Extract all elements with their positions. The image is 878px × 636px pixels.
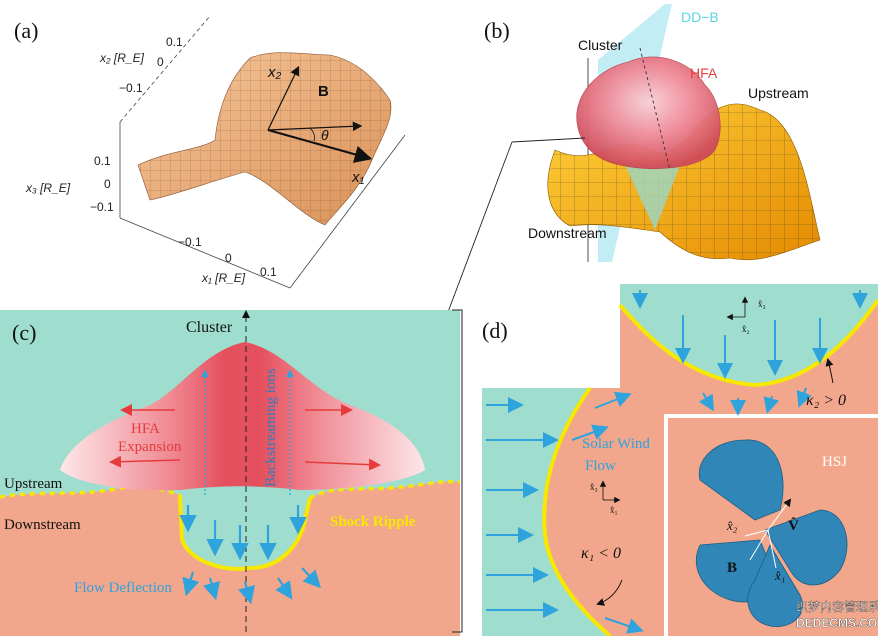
d-top-arrow-10 — [796, 387, 812, 408]
subpanel-left-shock — [542, 386, 612, 636]
d-top-arrow-7 — [698, 392, 715, 412]
vec-B-label: B — [318, 83, 329, 100]
hsj-label: HSJ — [822, 454, 847, 470]
panel-c: (c) Cluster HFA Expansion Backstreaming … — [0, 309, 463, 636]
axis-x2-label: x₂ [R_E] — [99, 51, 145, 65]
watermark-cn: 织梦内容管理系统 — [796, 599, 878, 614]
cone — [625, 165, 680, 230]
hsj-lobe-bottom — [747, 544, 803, 628]
axis-line-x1 — [119, 217, 291, 289]
panel-b-label: (b) — [484, 18, 510, 43]
kappa2-label: κ₂ > 0 — [806, 392, 846, 409]
flow-deflection-label: Flow Deflection — [74, 580, 172, 596]
hsj-B-label: B — [727, 560, 737, 576]
panel-b: (b) DD−B Cluster HFA Upstream Downstream — [447, 4, 821, 313]
hsj-vec-x1 — [767, 529, 777, 569]
vector-x2 — [267, 65, 300, 131]
downstream-label-b: Downstream — [528, 225, 607, 241]
flow-arrow-8 — [237, 581, 255, 605]
solar-wind-label: Solar Wind — [582, 436, 650, 452]
flow-label-d: Flow — [585, 458, 616, 474]
panel-a-label: (a) — [14, 18, 38, 43]
hfa-blob — [576, 56, 721, 169]
x2-tick-2: −0.1 — [119, 81, 143, 95]
red-arrow-4 — [304, 458, 381, 471]
shock-ripple-label: Shock Ripple — [330, 514, 416, 530]
surface-a-grid — [138, 52, 391, 225]
upstream-label-c: Upstream — [4, 476, 63, 492]
x1-tick-2: 0.1 — [260, 265, 277, 279]
red-arrow-2 — [109, 455, 181, 468]
x3-tick-0: 0.1 — [94, 154, 111, 168]
zoom-line-left — [447, 141, 513, 313]
x3-tick-2: −0.1 — [90, 200, 114, 214]
vector-x1 — [267, 128, 373, 163]
shock-front-c — [178, 494, 312, 571]
dd-b-label: DD−B — [681, 9, 719, 25]
shock-ripple-dotted — [0, 479, 461, 500]
axis-line-x2 — [119, 15, 211, 123]
flow-arrow-7 — [202, 577, 220, 601]
kappa1-label: κ₁ < 0 — [581, 545, 621, 562]
flow-arrow-9 — [275, 577, 293, 600]
expansion-label-c: Expansion — [118, 439, 182, 455]
cluster-path — [639, 47, 671, 171]
vector-B — [267, 121, 363, 132]
x2-tick-0: 0.1 — [166, 35, 183, 49]
kappa2-arrow — [825, 358, 834, 384]
panel-c-label: (c) — [12, 320, 36, 345]
vec-theta-label: θ — [321, 127, 329, 143]
flow-arrow-10 — [301, 567, 322, 589]
cluster-label-c: Cluster — [186, 319, 233, 336]
hfa-label-c: HFA — [131, 421, 160, 437]
axis-x3-label: x₃ [R_E] — [25, 181, 71, 195]
d-top-x3-label: x̂₃ — [758, 299, 766, 309]
panel-a: (a) x₂ B θ x₁ x₂ [R_E] 0.1 0 −0.1 x₃ [R_… — [14, 15, 406, 289]
panel-c-bracket — [452, 309, 463, 633]
vec-x1-label: x₁ — [351, 169, 365, 186]
hfa-shape-c — [60, 342, 425, 491]
hsj-vec-x2 — [744, 529, 769, 537]
subpanel-top-shock — [618, 298, 878, 388]
hsj-x2-label: x̂₂ — [726, 518, 738, 533]
panel-d-label: (d) — [482, 318, 508, 343]
upstream-label-b: Upstream — [748, 85, 809, 101]
hsj-lobe-top — [698, 439, 784, 521]
d-left-x3-label: x̂₃ — [590, 482, 598, 492]
hsj-vec-B — [749, 529, 769, 561]
flow-arrow-6 — [182, 571, 200, 597]
zoom-line-top — [511, 137, 586, 143]
x1-tick-1: 0 — [225, 251, 232, 265]
d-left-arrow-8 — [571, 424, 609, 441]
downstream-region-c — [0, 481, 460, 636]
vec-x2-label: x₂ — [267, 64, 282, 81]
kappa1-arrow — [596, 579, 623, 606]
watermark-en: DEDECMS.COM — [796, 616, 878, 630]
hsj-V-label: V̂ — [788, 517, 799, 534]
d-left-x1-label: x̂₁ — [610, 505, 618, 515]
axis-line-back — [289, 134, 406, 289]
d-left-arrow-9 — [604, 617, 644, 634]
hsj-x1-label: x̂₁ — [774, 568, 785, 583]
backstreaming-label: Backstreaming ions — [263, 368, 279, 487]
hsj-vec-V — [767, 498, 792, 531]
x1-tick-0: −0.1 — [178, 235, 202, 249]
axis-x1-label: x₁ [R_E] — [201, 271, 246, 285]
d-top-arrow-9 — [763, 395, 779, 414]
theta-arc — [309, 127, 315, 142]
d-left-arrow-7 — [594, 391, 632, 409]
panel-d: (d) x̂₃ x̂₂ κ₂ > 0 — [482, 284, 878, 636]
hfa-label-b: HFA — [690, 65, 718, 81]
x2-tick-1: 0 — [157, 55, 164, 69]
d-top-x2-label: x̂₂ — [742, 324, 750, 334]
surface-b-grid — [547, 103, 820, 260]
downstream-label-c: Downstream — [4, 517, 81, 533]
cluster-label-b: Cluster — [578, 37, 623, 53]
x3-tick-1: 0 — [104, 177, 111, 191]
hsj-lobe-right — [764, 509, 848, 586]
